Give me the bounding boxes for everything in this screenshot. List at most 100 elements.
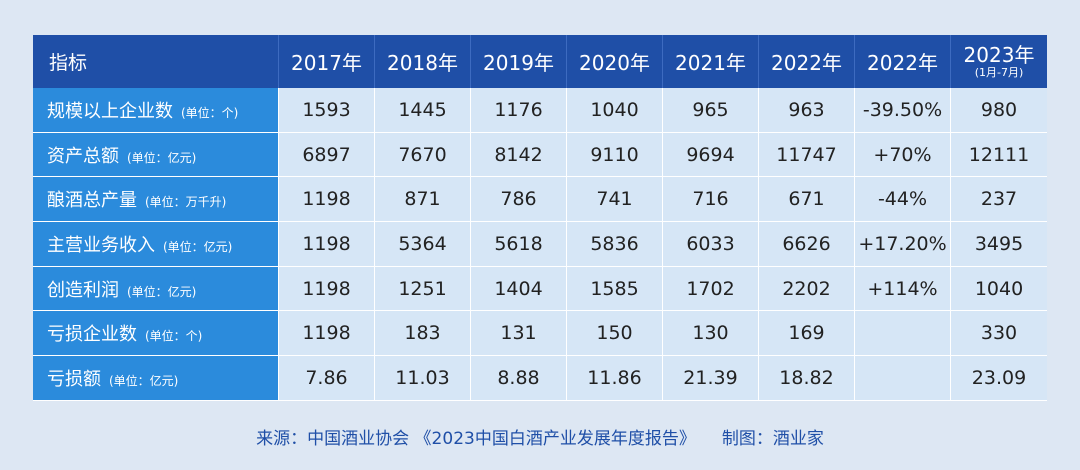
table-cell: 1585 bbox=[567, 266, 663, 312]
header-year: 2021年 bbox=[663, 35, 759, 88]
credit-text: 制图：酒业家 bbox=[721, 429, 824, 449]
table-row: 酿酒总产量 (单位：万千升) 1198 871 786 741 716 671 -44% 237 bbox=[33, 177, 1047, 223]
table-cell: 871 bbox=[375, 177, 471, 223]
table-cell: 716 bbox=[663, 177, 759, 223]
row-label-cell: 主营业务收入 (单位：亿元) bbox=[33, 222, 279, 267]
header-year-main: 2023年 bbox=[963, 42, 1035, 67]
header-year-main: 2022年 bbox=[771, 51, 842, 75]
footer-source-line: 来源：中国酒业协会 《2023中国白酒产业发展年度报告》 制图：酒业家 bbox=[0, 424, 1080, 449]
header-year: 2022年 bbox=[759, 35, 855, 88]
row-label-cell: 亏损企业数 (单位：个) bbox=[33, 311, 279, 357]
header-year-2023: 2023年 (1月-7月) bbox=[951, 35, 1047, 88]
row-label: 亏损额 bbox=[47, 368, 101, 390]
table-cell: 9110 bbox=[567, 132, 663, 178]
table-cell bbox=[855, 356, 951, 401]
table-cell: 169 bbox=[759, 311, 855, 357]
header-year-main: 2019年 bbox=[483, 51, 554, 75]
header-year: 2017年 bbox=[279, 35, 375, 88]
table-cell: 11.86 bbox=[567, 356, 663, 401]
table-cell: +114% bbox=[855, 266, 951, 312]
row-unit: (单位：万千升) bbox=[145, 195, 227, 210]
table-cell: 1176 bbox=[471, 88, 567, 133]
row-label-cell: 亏损额 (单位：亿元) bbox=[33, 356, 279, 401]
row-label: 酿酒总产量 bbox=[47, 190, 137, 212]
table-cell: 2202 bbox=[759, 266, 855, 312]
table-cell: 1040 bbox=[567, 88, 663, 133]
row-unit: (单位：亿元) bbox=[127, 284, 197, 299]
header-year: 2018年 bbox=[375, 35, 471, 88]
source-text: 来源：中国酒业协会 《2023中国白酒产业发展年度报告》 bbox=[256, 429, 696, 449]
row-label: 主营业务收入 bbox=[47, 234, 155, 256]
table-row: 亏损企业数 (单位：个) 1198 183 131 150 130 169 330 bbox=[33, 311, 1047, 357]
table-cell: 8.88 bbox=[471, 356, 567, 401]
table-cell: 183 bbox=[375, 311, 471, 357]
row-unit: (单位：亿元) bbox=[127, 150, 197, 165]
table-cell bbox=[855, 311, 951, 357]
table-cell: 965 bbox=[663, 88, 759, 133]
table-cell: 3495 bbox=[951, 222, 1047, 267]
row-unit: (单位：亿元) bbox=[109, 373, 179, 388]
table-cell: 6897 bbox=[279, 132, 375, 178]
table-cell: 12111 bbox=[951, 132, 1047, 178]
header-label: 指标 bbox=[33, 35, 279, 88]
table-cell: 11747 bbox=[759, 132, 855, 178]
table-cell: 11.03 bbox=[375, 356, 471, 401]
header-year-main: 2017年 bbox=[291, 51, 362, 75]
row-label: 规模以上企业数 bbox=[47, 100, 173, 122]
table-cell: 5836 bbox=[567, 222, 663, 267]
header-year-sub: (1月-7月) bbox=[974, 65, 1024, 79]
table-cell: +70% bbox=[855, 132, 951, 178]
table-cell: 7670 bbox=[375, 132, 471, 178]
table-row: 规模以上企业数 (单位：个) 1593 1445 1176 1040 965 963 -39.5… bbox=[33, 88, 1047, 133]
row-label-cell: 规模以上企业数 (单位：个) bbox=[33, 88, 279, 133]
table-cell: 131 bbox=[471, 311, 567, 357]
row-unit: (单位：个) bbox=[181, 105, 239, 120]
table-cell: 5618 bbox=[471, 222, 567, 267]
table-cell: 6626 bbox=[759, 222, 855, 267]
header-year: 2020年 bbox=[567, 35, 663, 88]
table-cell: 1702 bbox=[663, 266, 759, 312]
table-cell: 1198 bbox=[279, 222, 375, 267]
table-cell: 1593 bbox=[279, 88, 375, 133]
row-label-cell: 酿酒总产量 (单位：万千升) bbox=[33, 177, 279, 223]
table-row: 主营业务收入 (单位：亿元) 1198 5364 5618 5836 6033 6626 +17… bbox=[33, 222, 1047, 267]
table-cell: 1198 bbox=[279, 266, 375, 312]
row-label-cell: 资产总额 (单位：亿元) bbox=[33, 132, 279, 178]
table-cell: 5364 bbox=[375, 222, 471, 267]
table-cell: 150 bbox=[567, 311, 663, 357]
header-year: 2019年 bbox=[471, 35, 567, 88]
table-cell: 980 bbox=[951, 88, 1047, 133]
table-cell: 130 bbox=[663, 311, 759, 357]
row-label: 资产总额 bbox=[47, 145, 119, 167]
table-cell: 21.39 bbox=[663, 356, 759, 401]
table-row: 资产总额 (单位：亿元) 6897 7670 8142 9110 9694 11747 +70%… bbox=[33, 132, 1047, 178]
table-cell: 8142 bbox=[471, 132, 567, 178]
table-cell: 1040 bbox=[951, 266, 1047, 312]
row-label: 亏损企业数 bbox=[47, 324, 137, 346]
row-label-cell: 创造利润 (单位：亿元) bbox=[33, 266, 279, 312]
row-label: 创造利润 bbox=[47, 279, 119, 301]
table-cell: 23.09 bbox=[951, 356, 1047, 401]
table-cell: 330 bbox=[951, 311, 1047, 357]
table-body: 规模以上企业数 (单位：个) 1593 1445 1176 1040 965 963 -39.5… bbox=[33, 88, 1047, 401]
table-cell: 786 bbox=[471, 177, 567, 223]
table-cell: 6033 bbox=[663, 222, 759, 267]
table-cell: +17.20% bbox=[855, 222, 951, 267]
header-year-main: 2022年 bbox=[867, 51, 938, 75]
table-cell: -39.50% bbox=[855, 88, 951, 133]
table-cell: 7.86 bbox=[279, 356, 375, 401]
table-row: 创造利润 (单位：亿元) 1198 1251 1404 1585 1702 2202 +114%… bbox=[33, 266, 1047, 312]
table-row: 亏损额 (单位：亿元) 7.86 11.03 8.88 11.86 21.39 18.82 23… bbox=[33, 356, 1047, 401]
table-cell: 9694 bbox=[663, 132, 759, 178]
table-cell: 237 bbox=[951, 177, 1047, 223]
table-cell: 18.82 bbox=[759, 356, 855, 401]
header-year: 2022年 bbox=[855, 35, 951, 88]
row-unit: (单位：亿元) bbox=[163, 239, 233, 254]
table-cell: 671 bbox=[759, 177, 855, 223]
header-row: 指标 2017年 2018年 2019年 2020年 2021年 2022年 2… bbox=[33, 35, 1047, 88]
table-cell: 1251 bbox=[375, 266, 471, 312]
table-cell: 1198 bbox=[279, 177, 375, 223]
table-cell: 963 bbox=[759, 88, 855, 133]
data-table-container: 指标 2017年 2018年 2019年 2020年 2021年 2022年 2… bbox=[33, 35, 1047, 401]
table-cell: 1198 bbox=[279, 311, 375, 357]
